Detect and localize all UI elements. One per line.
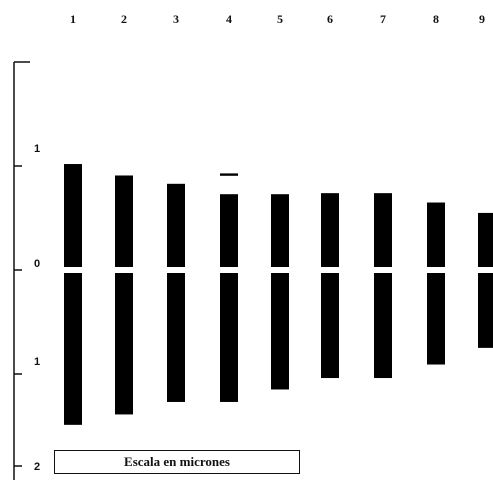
chromosome-3-short-arm bbox=[167, 183, 185, 267]
chromosome-6-short-arm bbox=[321, 193, 339, 267]
chromosome-5-long-arm bbox=[271, 273, 289, 390]
scale-caption-box: Escala en micrones bbox=[54, 450, 300, 474]
chromosome-1-short-arm bbox=[64, 164, 82, 267]
chromosome-number-4: 4 bbox=[226, 12, 232, 26]
chromosome-number-1: 1 bbox=[70, 12, 76, 26]
chromosome-number-7: 7 bbox=[380, 12, 386, 26]
chromosome-7-long-arm bbox=[374, 273, 392, 379]
chromosome-4-long-arm bbox=[220, 273, 238, 402]
chromosomes bbox=[64, 164, 493, 425]
chromosome-2-short-arm bbox=[115, 175, 133, 267]
chromosome-2-long-arm bbox=[115, 273, 133, 415]
chromosome-6-long-arm bbox=[321, 273, 339, 379]
chromosome-4-short-arm bbox=[220, 194, 238, 267]
chromosome-7-short-arm bbox=[374, 193, 392, 267]
scale-caption: Escala en micrones bbox=[124, 454, 230, 469]
chromosome-8-long-arm bbox=[427, 273, 445, 365]
chromosome-9-long-arm bbox=[478, 273, 493, 348]
scale-tick-label: 2 bbox=[34, 461, 41, 473]
chromosome-5-short-arm bbox=[271, 194, 289, 267]
scale-tick-label: 0 bbox=[34, 258, 41, 270]
chromosome-number-9: 9 bbox=[479, 12, 485, 26]
chromosome-9-short-arm bbox=[478, 212, 493, 267]
chromosome-number-3: 3 bbox=[173, 12, 179, 26]
chromosome-number-8: 8 bbox=[433, 12, 439, 26]
scale-tick-label: 1 bbox=[34, 143, 41, 155]
chromosome-3-long-arm bbox=[167, 273, 185, 402]
scale-tick-label: 1 bbox=[34, 356, 41, 368]
chromosome-number-5: 5 bbox=[277, 12, 283, 26]
chromosome-4-satellite bbox=[220, 173, 238, 176]
chromosome-8-short-arm bbox=[427, 202, 445, 267]
chromosome-number-2: 2 bbox=[121, 12, 127, 26]
chromosome-1-long-arm bbox=[64, 273, 82, 425]
scale-axis bbox=[13, 61, 30, 480]
chromosome-number-6: 6 bbox=[327, 12, 333, 26]
